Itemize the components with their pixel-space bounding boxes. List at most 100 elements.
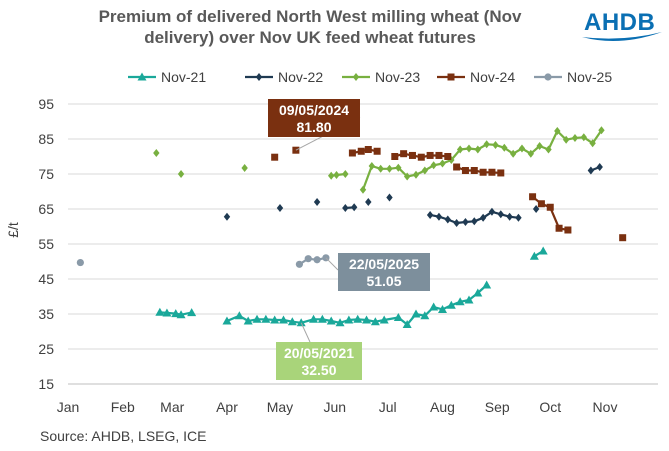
data-point [564,226,572,234]
chart-title: Premium of delivered North West milling … [60,6,560,48]
data-point [497,169,505,177]
data-point [596,163,603,171]
chart-title-line-1: Premium of delivered North West milling … [98,7,522,26]
data-point [483,140,490,149]
data-point [377,164,384,173]
series-nov-23 [153,126,605,194]
data-point [348,149,356,157]
data-point [350,203,358,212]
series-layer [76,126,627,328]
gridlines [68,103,658,385]
data-point [527,149,535,158]
callout-value: 51.05 [366,273,401,289]
callout-box [338,253,430,291]
legend-label-nov-23: Nov-23 [375,69,420,85]
data-point [465,144,473,153]
data-point [446,300,456,309]
data-point [333,171,340,180]
x-tick-label: May [267,399,293,415]
legend-label-nov-22: Nov-22 [278,69,323,85]
y-tick-label: 15 [38,376,54,392]
series-nov-24 [271,146,627,242]
data-point [435,212,443,221]
data-point [453,219,460,227]
y-tick-label: 75 [38,166,54,182]
data-point [342,170,349,178]
data-point [426,151,434,159]
data-point [344,315,354,324]
data-point [619,234,627,242]
data-point [252,314,262,323]
data-point [304,255,312,263]
series-nov-22 [223,163,603,227]
y-tick-label: 95 [38,96,54,112]
y-tick-label: 45 [38,271,54,287]
data-point [474,145,482,154]
legend-label-nov-24: Nov-24 [470,69,515,85]
data-point [471,217,478,226]
data-point [580,133,588,142]
data-point [529,251,539,260]
data-point [279,315,289,324]
data-point [379,315,389,324]
data-point [492,140,499,149]
data-point [155,307,165,316]
data-point [482,280,492,289]
series-line-segment [531,195,569,232]
data-point [223,212,231,221]
x-tick-label: Aug [430,399,455,415]
series-line-segment [361,129,603,191]
callout-date: 22/05/2025 [349,256,419,272]
data-point [353,314,363,323]
callout-leader [325,257,339,271]
y-tick-label: 35 [38,306,54,322]
x-tick-label: Nov [593,399,618,415]
data-point [488,168,496,176]
data-point [435,151,443,159]
y-tick-label: 55 [38,236,54,252]
data-point [571,133,579,142]
x-tick-label: Oct [539,399,561,415]
x-tick-label: Jul [379,399,397,415]
data-point [342,203,349,212]
data-point [532,205,540,213]
series-nov-21 [155,246,548,328]
data-point [429,302,439,311]
data-point [455,297,465,306]
y-tick-label: 65 [38,201,54,217]
data-point [296,318,306,327]
ahdb-logo-text: AHDB [584,9,655,36]
data-point [386,193,393,202]
data-point [177,170,185,178]
data-point [241,164,248,173]
data-point [402,320,412,328]
data-point [276,203,284,212]
data-point [271,153,279,161]
source-note: Source: AHDB, LSEG, ICE [40,428,207,444]
data-point [554,126,561,135]
data-point [461,167,469,174]
x-tick-label: Apr [216,399,238,415]
legend-marker-nov-23 [352,73,360,81]
data-point [270,315,280,324]
data-point [479,213,487,222]
data-point [473,288,483,297]
data-point [464,295,474,304]
data-point [439,159,446,168]
data-point [529,193,537,201]
data-point [328,171,335,180]
legend-marker-nov-25 [544,73,552,81]
data-point [395,163,402,172]
data-point [506,212,513,221]
data-point [545,145,552,154]
y-tick-label: 25 [38,341,54,357]
data-point [373,147,381,155]
data-point [403,172,411,181]
data-point [313,256,321,264]
legend-label-nov-21: Nov-21 [161,69,206,85]
data-point [587,166,595,175]
